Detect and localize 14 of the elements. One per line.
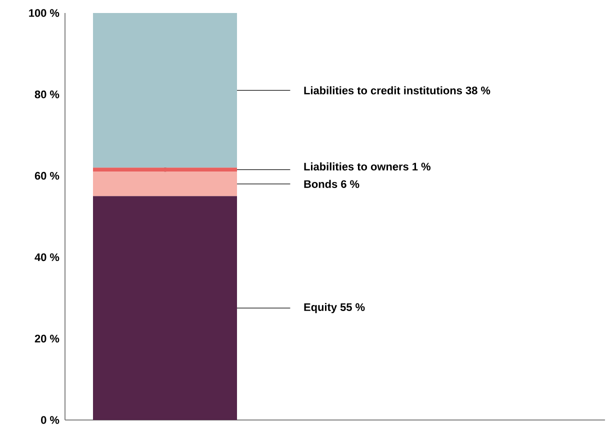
y-tick-label: 100 %	[29, 9, 60, 17]
y-tick-label: 40 %	[34, 253, 60, 262]
bar	[93, 168, 238, 172]
text: Liabilities to owners 1 %	[304, 162, 431, 170]
text: Bonds 6 %	[304, 180, 360, 188]
y-tick-label: 80 %	[34, 90, 60, 98]
text: Liabilities to credit institutions 38 %	[304, 86, 490, 94]
y-tick-label: 60 %	[34, 172, 60, 180]
bar	[93, 196, 238, 420]
bar	[93, 172, 238, 196]
text: Equity 55 %	[304, 302, 365, 314]
y-tick-label: 20 %	[34, 334, 60, 342]
bar	[93, 12, 238, 168]
y-tick-label: 0 %	[41, 416, 60, 424]
